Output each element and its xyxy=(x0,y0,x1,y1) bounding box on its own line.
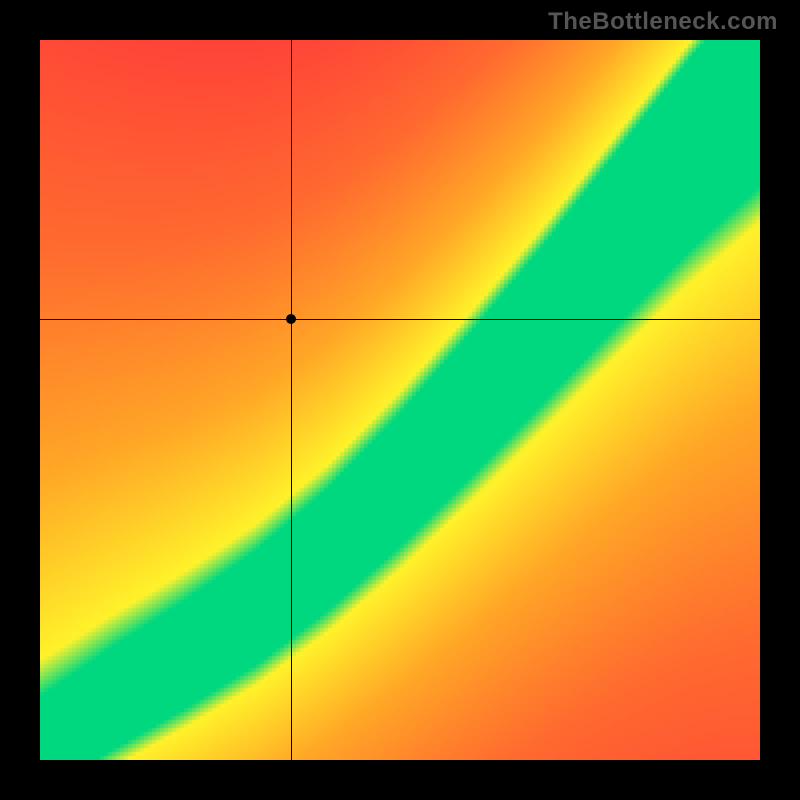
data-point-marker xyxy=(286,314,296,324)
heatmap-canvas xyxy=(40,40,760,760)
crosshair-vertical xyxy=(291,40,292,760)
plot-area xyxy=(40,40,760,760)
chart-frame: TheBottleneck.com xyxy=(0,0,800,800)
crosshair-horizontal xyxy=(40,319,760,320)
watermark-text: TheBottleneck.com xyxy=(548,8,778,36)
